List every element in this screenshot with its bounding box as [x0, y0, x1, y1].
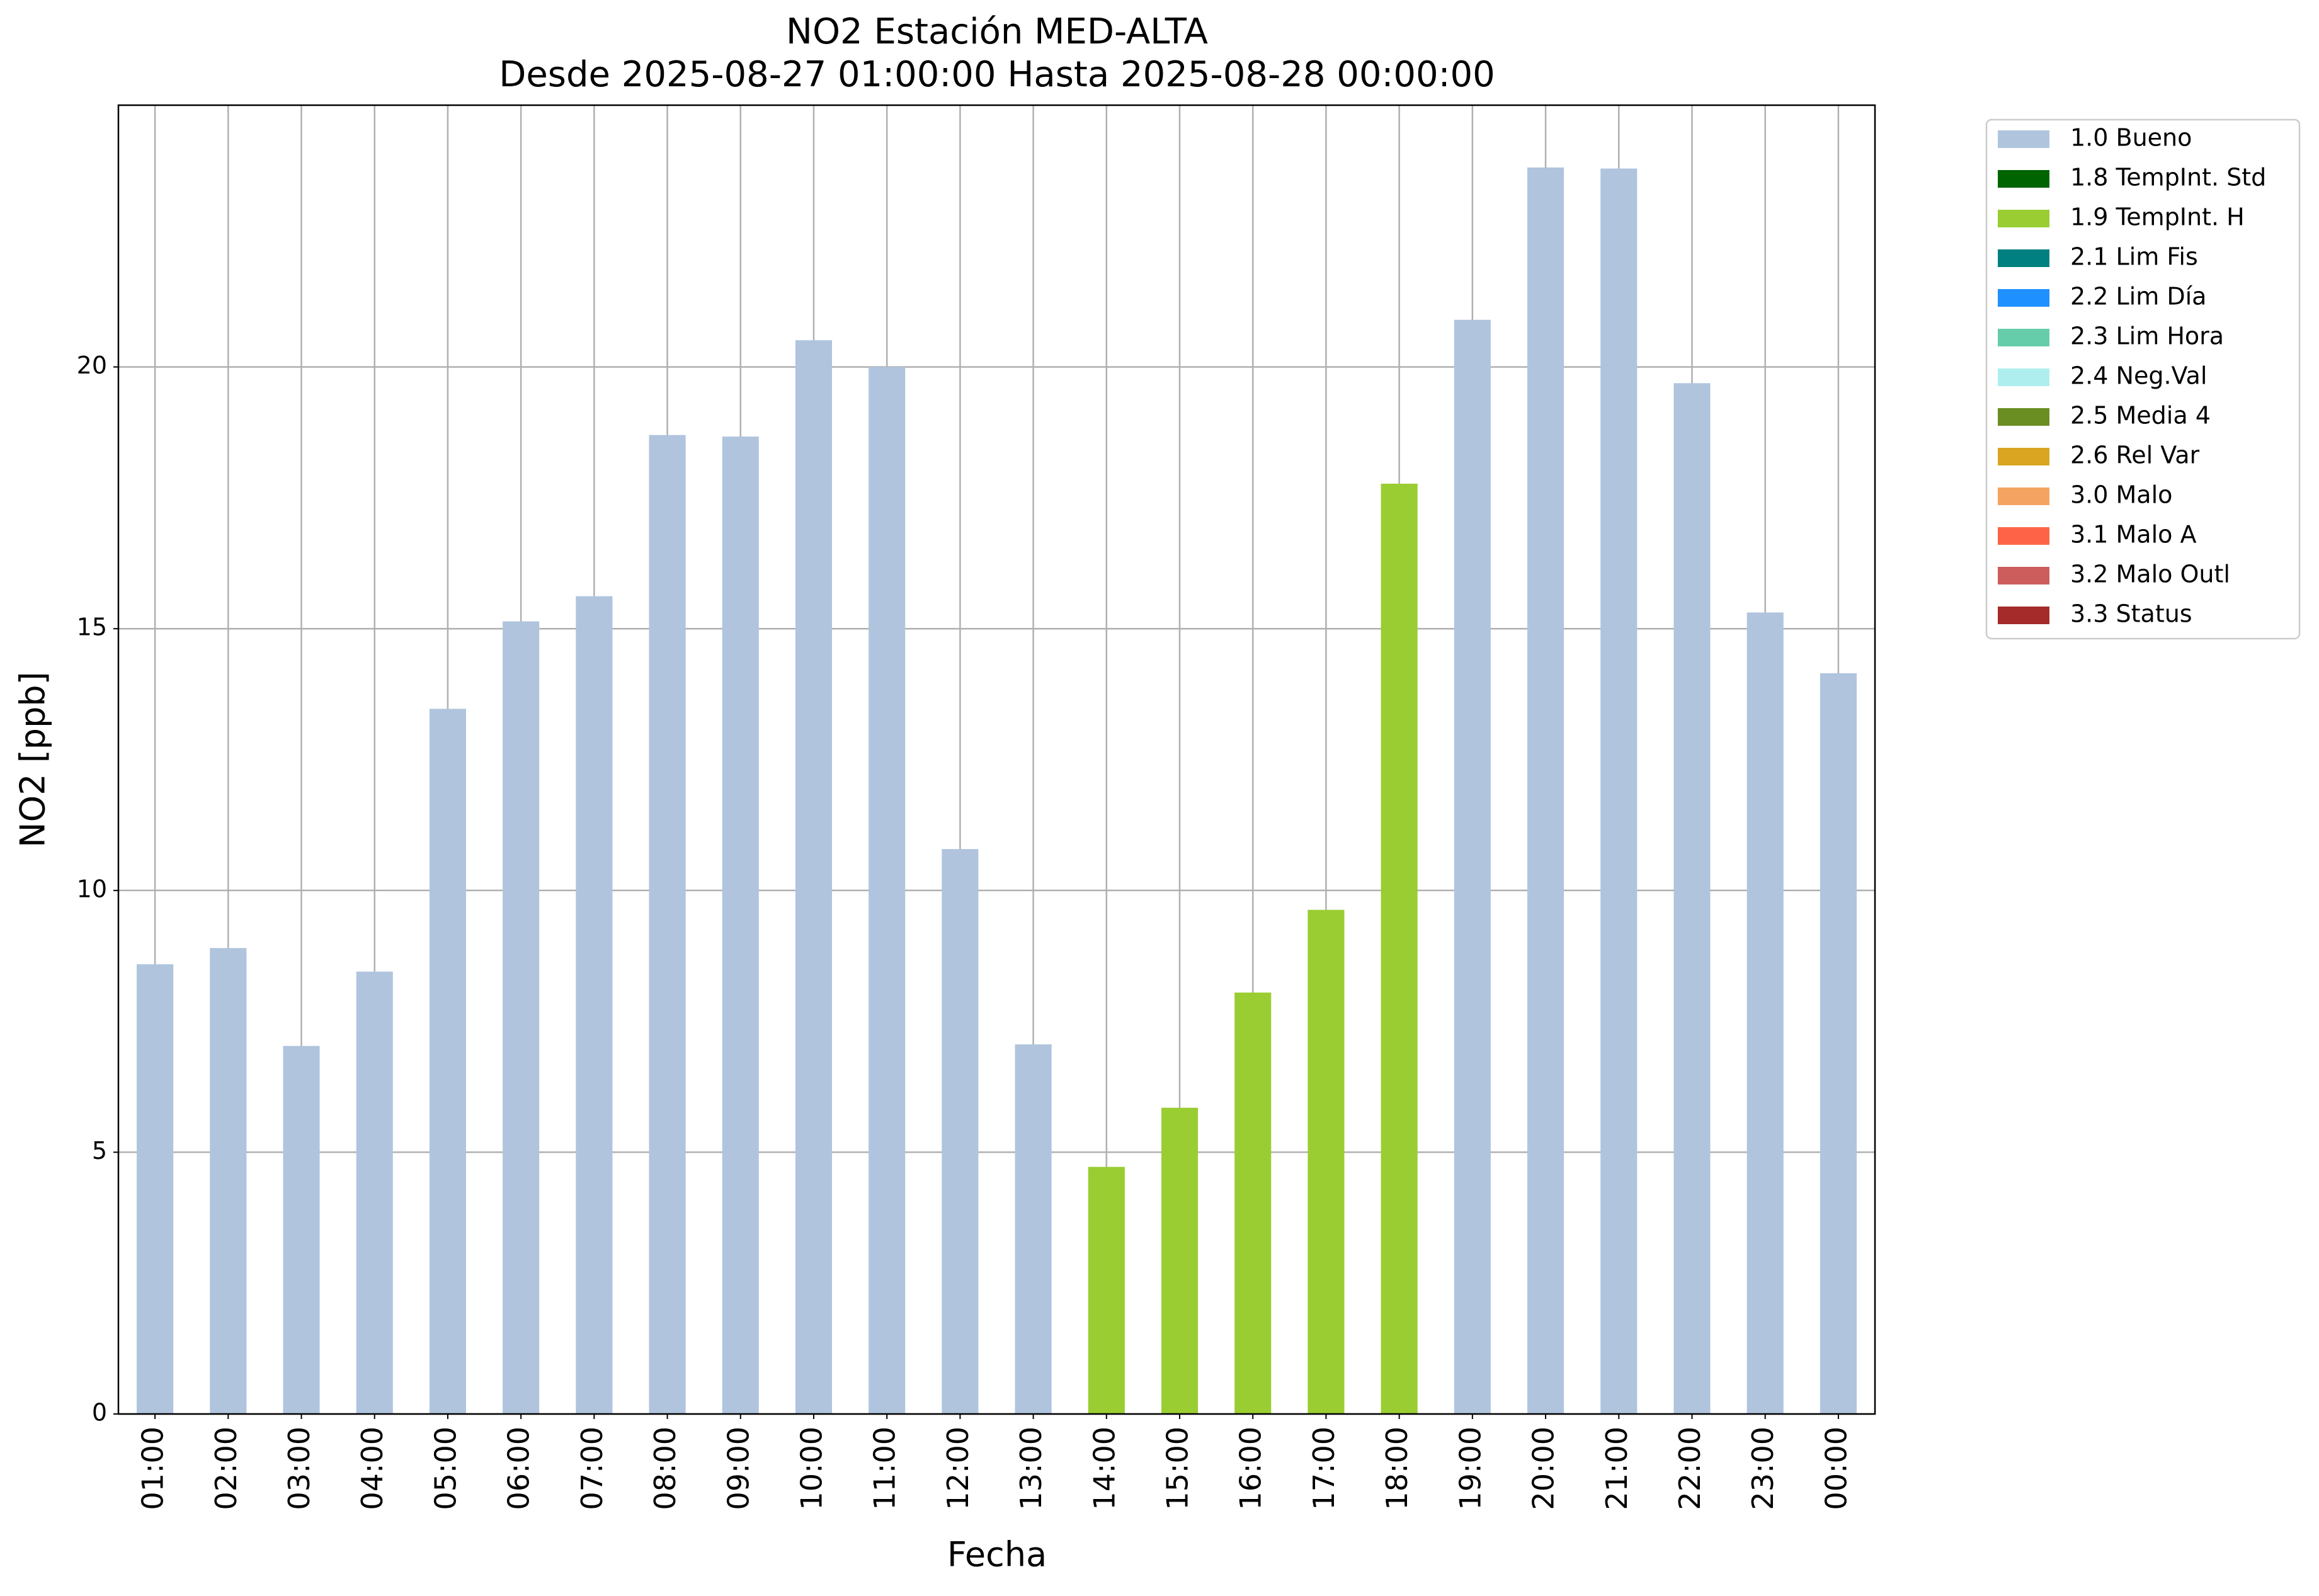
- legend-label: 2.1 Lim Fis: [2070, 243, 2198, 271]
- bar: [1015, 1044, 1052, 1414]
- legend-swatch: [1998, 607, 2049, 624]
- x-tick-label: 23:00: [1746, 1427, 1780, 1510]
- legend-label: 3.1 Malo A: [2070, 521, 2196, 549]
- legend-swatch: [1998, 249, 2049, 267]
- x-tick-label: 14:00: [1087, 1427, 1121, 1510]
- legend-label: 3.3 Status: [2070, 600, 2192, 628]
- bar: [1088, 1166, 1125, 1414]
- x-tick-label: 18:00: [1380, 1427, 1414, 1510]
- legend-label: 3.0 Malo: [2070, 481, 2172, 509]
- x-tick-label: 16:00: [1234, 1427, 1268, 1510]
- x-tick-label: 09:00: [721, 1427, 755, 1510]
- bar: [722, 436, 759, 1414]
- bar: [1381, 483, 1418, 1415]
- bar: [1234, 992, 1272, 1414]
- legend-swatch: [1998, 527, 2049, 545]
- bar: [869, 367, 906, 1414]
- bar: [649, 435, 686, 1414]
- y-tick-label: 5: [92, 1137, 107, 1165]
- y-axis-label: NO2 [ppb]: [13, 671, 53, 847]
- bar: [1746, 612, 1784, 1414]
- x-tick-label: 17:00: [1307, 1427, 1341, 1510]
- legend-swatch: [1998, 487, 2049, 505]
- x-tick-label: 06:00: [502, 1427, 536, 1510]
- legend-swatch: [1998, 170, 2049, 188]
- bar: [503, 621, 540, 1414]
- y-tick-label: 0: [92, 1399, 107, 1427]
- x-tick-label: 00:00: [1819, 1427, 1853, 1510]
- legend: [1985, 118, 2301, 640]
- bar: [1527, 167, 1564, 1414]
- x-tick-label: 21:00: [1600, 1427, 1634, 1510]
- bar: [429, 709, 466, 1414]
- legend-swatch: [1998, 130, 2049, 148]
- x-axis-label: Fecha: [947, 1535, 1047, 1575]
- x-tick-label: 19:00: [1453, 1427, 1487, 1510]
- x-tick-label: 08:00: [648, 1427, 682, 1510]
- x-tick-label: 02:00: [209, 1427, 243, 1510]
- legend-label: 3.2 Malo Outl: [2070, 561, 2230, 588]
- legend-swatch: [1998, 408, 2049, 426]
- bar: [576, 596, 613, 1415]
- x-tick-label: 15:00: [1161, 1427, 1195, 1510]
- x-tick-label: 13:00: [1014, 1427, 1048, 1510]
- bar: [795, 340, 833, 1415]
- y-tick-label: 10: [77, 875, 107, 903]
- plot-frame: [117, 104, 1876, 1415]
- x-tick-label: 04:00: [355, 1427, 389, 1510]
- bars: [137, 167, 1857, 1415]
- bar: [1308, 909, 1345, 1414]
- x-tick-label: 11:00: [868, 1427, 902, 1510]
- bar: [137, 964, 174, 1414]
- legend-label: 2.2 Lim Día: [2070, 283, 2206, 311]
- x-tick-label: 07:00: [575, 1427, 609, 1510]
- bar: [942, 849, 979, 1414]
- legend-swatch: [1998, 289, 2049, 307]
- chart-subtitle: Desde 2025-08-27 01:00:00 Hasta 2025-08-…: [499, 54, 1495, 95]
- bar: [210, 948, 247, 1414]
- legend-swatch: [1998, 329, 2049, 346]
- legend-label: 2.6 Rel Var: [2070, 442, 2200, 469]
- y-tick-label: 15: [77, 613, 107, 641]
- legend-label: 1.9 TempInt. H: [2070, 203, 2245, 231]
- legend-label: 1.8 TempInt. Std: [2070, 164, 2266, 191]
- legend-swatch: [1998, 210, 2049, 227]
- legend-label: 1.0 Bueno: [2070, 124, 2192, 152]
- legend-swatch: [1998, 368, 2049, 386]
- x-tick-label: 01:00: [136, 1427, 170, 1510]
- x-tick-label: 20:00: [1527, 1427, 1561, 1510]
- legend-swatch: [1998, 448, 2049, 465]
- bar: [283, 1046, 320, 1414]
- x-tick-label: 12:00: [941, 1427, 975, 1510]
- legend-label: 2.5 Media 4: [2070, 402, 2211, 430]
- bar: [1454, 319, 1491, 1414]
- x-tick-label: 10:00: [794, 1427, 828, 1510]
- bar: [1673, 383, 1711, 1414]
- x-tick-label: 22:00: [1673, 1427, 1707, 1510]
- x-tick-label: 03:00: [282, 1427, 316, 1510]
- y-tick-label: 20: [77, 351, 107, 379]
- bar: [1820, 673, 1857, 1414]
- bar: [1600, 168, 1638, 1414]
- legend-label: 2.3 Lim Hora: [2070, 322, 2224, 350]
- bar: [1161, 1107, 1199, 1414]
- legend-swatch: [1998, 567, 2049, 584]
- x-tick-label: 05:00: [428, 1427, 462, 1510]
- chart-title: NO2 Estación MED-ALTA: [786, 11, 1208, 52]
- bar: [356, 971, 393, 1414]
- legend-label: 2.4 Neg.Val: [2070, 362, 2207, 390]
